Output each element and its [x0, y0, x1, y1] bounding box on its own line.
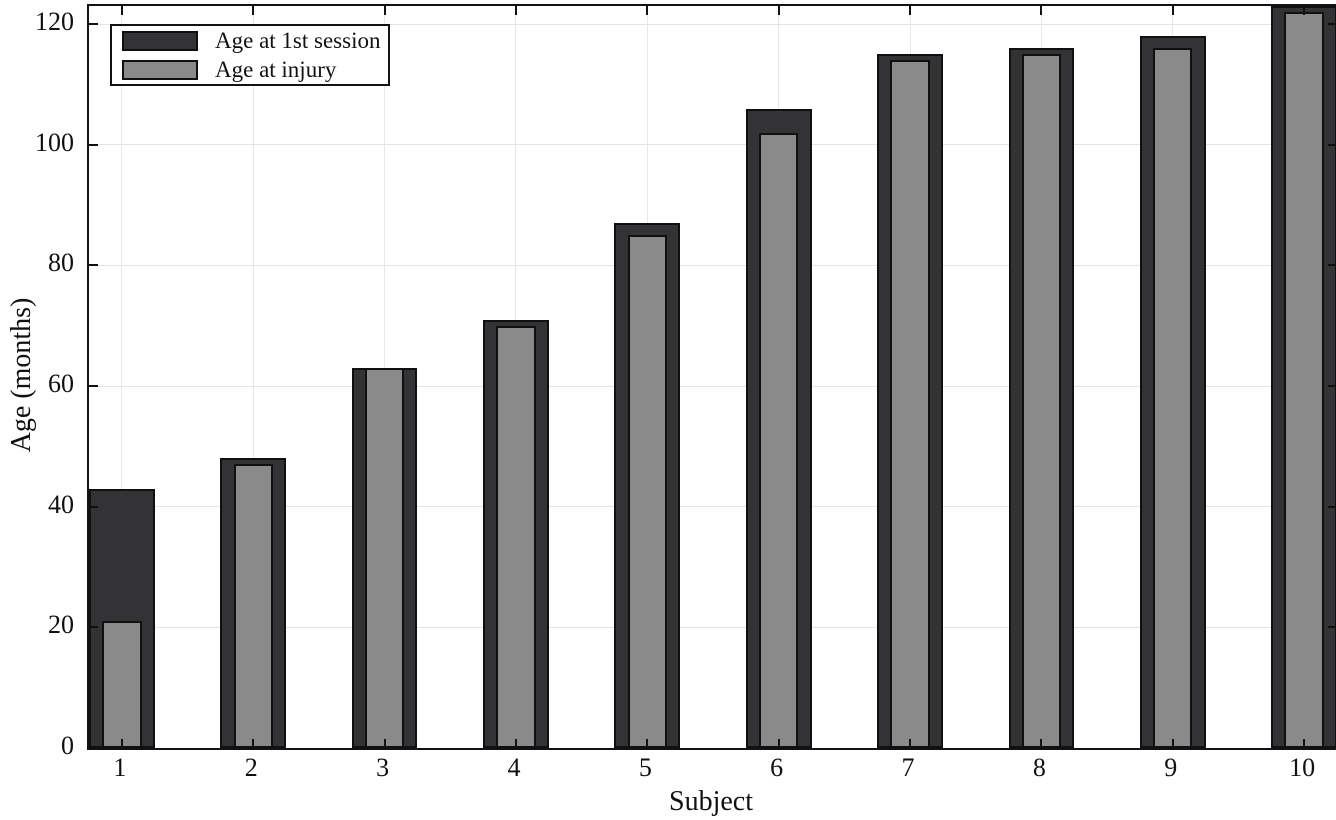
x-tick-mark — [646, 739, 649, 748]
gridline-vertical — [121, 6, 123, 748]
x-tick-label: 1 — [113, 753, 127, 782]
y-tick-label: 60 — [48, 369, 74, 399]
y-tick-mark — [1328, 626, 1336, 629]
y-tick-mark — [1328, 385, 1336, 388]
x-tick-mark — [777, 739, 780, 748]
y-tick-label: 120 — [35, 7, 74, 37]
x-tick-mark — [383, 739, 386, 748]
bar-injury-subject-8 — [1021, 54, 1062, 748]
x-tick-mark — [646, 6, 649, 15]
y-tick-mark — [89, 264, 98, 267]
x-tick-mark — [252, 6, 255, 15]
legend-item-first-session: Age at 1st session — [122, 27, 388, 53]
x-tick-label: 7 — [901, 753, 915, 782]
x-tick-mark — [120, 6, 123, 15]
legend-swatch — [122, 30, 198, 51]
x-tick-label: 6 — [770, 753, 784, 782]
gridline-horizontal — [89, 506, 1336, 508]
y-tick-mark — [1328, 505, 1336, 508]
y-axis-title: Age (months) — [6, 297, 37, 453]
bar-injury-subject-2 — [233, 464, 273, 748]
x-tick-mark — [1040, 6, 1043, 15]
x-tick-mark — [1303, 739, 1306, 748]
legend: Age at 1st session Age at injury — [110, 24, 390, 86]
x-tick-label: 10 — [1289, 753, 1316, 782]
gridline-vertical — [252, 6, 254, 748]
y-tick-mark — [89, 23, 98, 26]
x-tick-label: 5 — [638, 753, 652, 782]
y-tick-label: 80 — [48, 248, 74, 278]
gridline-horizontal — [89, 385, 1336, 387]
legend-swatch — [122, 59, 198, 80]
x-tick-label: 8 — [1032, 753, 1046, 782]
x-tick-label: 2 — [244, 753, 258, 782]
y-tick-mark — [89, 143, 98, 146]
plot-canvas — [89, 6, 1336, 748]
x-tick-mark — [777, 6, 780, 15]
x-tick-mark — [909, 6, 912, 15]
y-tick-label: 100 — [35, 127, 74, 157]
x-tick-mark — [1171, 6, 1174, 15]
x-tick-label: 3 — [376, 753, 390, 782]
bar-injury-subject-1 — [102, 621, 142, 748]
gridline-horizontal — [89, 626, 1336, 628]
x-tick-label: 4 — [507, 753, 521, 782]
x-tick-mark — [120, 739, 123, 748]
y-tick-mark — [89, 626, 98, 629]
y-tick-label: 20 — [48, 610, 74, 640]
gridline-horizontal — [89, 144, 1336, 146]
x-tick-mark — [514, 6, 517, 15]
y-tick-mark — [1328, 23, 1336, 26]
y-tick-label: 40 — [48, 489, 74, 519]
bar-injury-subject-4 — [496, 325, 536, 748]
y-tick-mark — [89, 385, 98, 388]
gridline-horizontal — [89, 264, 1336, 266]
y-tick-label: 0 — [61, 731, 74, 760]
bar-injury-subject-10 — [1284, 12, 1324, 748]
bar-injury-subject-6 — [758, 132, 799, 748]
x-tick-label: 9 — [1164, 753, 1178, 782]
gridline-horizontal — [89, 23, 1336, 25]
bar-injury-subject-3 — [364, 367, 405, 748]
y-tick-mark — [1328, 143, 1336, 146]
legend-item-injury: Age at injury — [122, 56, 388, 82]
bar-injury-subject-7 — [890, 60, 930, 748]
y-tick-mark — [1328, 264, 1336, 267]
plot-area: Age at 1st session Age at injury — [87, 4, 1336, 750]
legend-label: Age at injury — [215, 56, 337, 82]
x-tick-mark — [1303, 6, 1306, 15]
y-tick-mark — [89, 505, 98, 508]
x-tick-mark — [252, 739, 255, 748]
x-tick-mark — [383, 6, 386, 15]
x-axis-title: Subject — [669, 786, 753, 817]
bar-injury-subject-9 — [1153, 48, 1193, 748]
x-tick-mark — [1171, 739, 1174, 748]
x-tick-mark — [909, 739, 912, 748]
legend-label: Age at 1st session — [215, 27, 381, 53]
bar-injury-subject-5 — [627, 235, 668, 748]
x-tick-mark — [514, 739, 517, 748]
x-tick-mark — [1040, 739, 1043, 748]
